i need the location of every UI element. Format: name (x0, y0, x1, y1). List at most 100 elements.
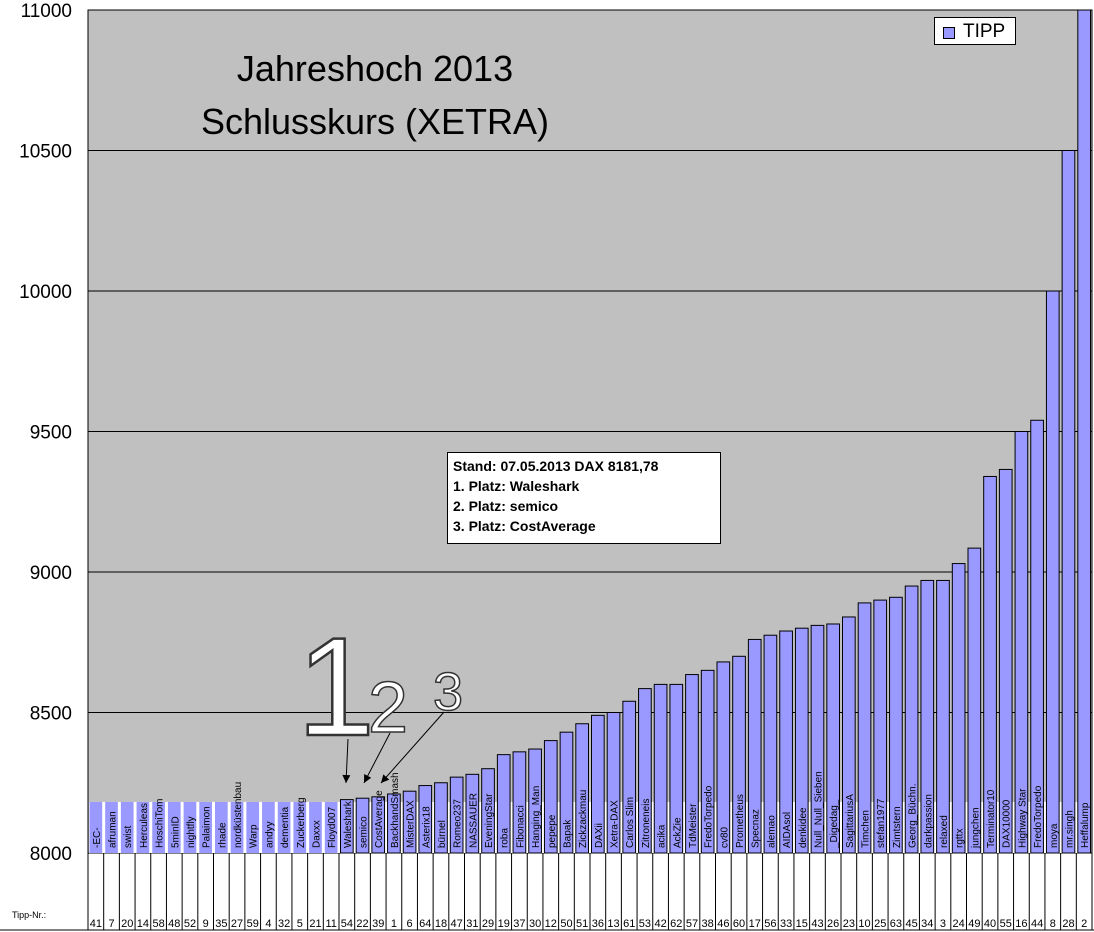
bar (669, 683, 684, 854)
legend-swatch (943, 27, 955, 39)
tipp-nr-cell: 23 (843, 918, 855, 930)
category-label: Floyd007 (327, 806, 338, 848)
bar (1014, 431, 1029, 854)
category-label: BackhandSmash (390, 772, 401, 848)
tipp-nr-cell: 30 (529, 918, 541, 930)
bar (951, 563, 966, 854)
category-label: Fibonacci (515, 805, 526, 848)
standings-second: 2. Platz: semico (453, 498, 559, 514)
bar (810, 624, 825, 854)
bar (215, 801, 228, 853)
standings-third: 3. Platz: CostAverage (453, 518, 596, 534)
bar (622, 700, 637, 854)
category-label: acika (657, 824, 668, 848)
podium-arrowhead (364, 774, 372, 783)
legend-label: TIPP (963, 21, 1006, 42)
bar (700, 669, 715, 854)
category-label: AIDAsol (782, 812, 793, 848)
category-label: Herculeas (139, 803, 150, 848)
bar (183, 801, 197, 853)
tipp-nr-cell: 48 (168, 918, 180, 930)
bar (89, 801, 103, 853)
category-label: jungchen (970, 807, 981, 849)
tipp-nr-cell: 32 (278, 918, 290, 930)
category-label: Waleshark (343, 800, 354, 848)
category-label: Daxxx (311, 820, 322, 848)
category-label: dementia (280, 806, 291, 848)
tipp-nr-cell: 33 (780, 918, 792, 930)
tipp-nr-cell: 1 (391, 918, 397, 930)
bar (842, 616, 856, 854)
bar (685, 674, 699, 854)
bar (638, 688, 652, 854)
tipp-nr-cell: 37 (513, 918, 525, 930)
y-tick-label: 9000 (30, 563, 72, 584)
bar (340, 799, 354, 854)
category-label: Warp (249, 824, 260, 848)
category-label: Carlos Slim (625, 797, 636, 848)
category-label: Terminator10 (986, 789, 997, 848)
bar (857, 602, 872, 854)
tipp-nr-cell: 51 (576, 918, 588, 930)
category-label: CostAverage (374, 790, 385, 848)
tipp-nr-cell: 60 (733, 918, 745, 930)
tipp-nr-cell: 49 (968, 918, 980, 930)
category-label: denkidee (798, 807, 809, 848)
category-label: Zimtstern (892, 806, 903, 848)
tipp-nr-cell: 20 (121, 918, 133, 930)
bar (324, 801, 338, 853)
category-label: Bapak (562, 819, 573, 848)
category-label: FredoTorpedo (704, 785, 715, 848)
chart-title-line-2: Schlusskurs (XETRA) (200, 101, 550, 142)
podium-number-1: 1 (297, 608, 375, 765)
tipp-nr-cell: 50 (560, 918, 572, 930)
category-label: Georg_Büchn. (908, 784, 919, 849)
tipp-nr-cell: 5 (297, 918, 303, 930)
category-label: Timchen (861, 810, 872, 848)
category-label: stefan1977 (876, 798, 887, 848)
y-tick-label: 9500 (30, 423, 72, 444)
category-label: EveningStar (484, 793, 495, 848)
bar (355, 797, 370, 854)
category-label: Specnaz (751, 809, 762, 848)
category-label: _Digedag_ (829, 799, 840, 849)
tipp-nr-cell: 43 (811, 918, 823, 930)
category-label: Prometheus (735, 794, 746, 848)
tipp-nr-cell: 10 (858, 918, 870, 930)
category-label: Palaimon (202, 806, 213, 848)
bar (747, 638, 762, 854)
tipp-nr-cell: 9 (203, 918, 209, 930)
category-label: Zickzackmau (578, 790, 589, 848)
bar (105, 801, 118, 853)
tipp-nr-cell: 56 (764, 918, 776, 930)
tipp-nr-cell: 29 (482, 918, 494, 930)
bar (262, 801, 275, 853)
tipp-nr-cell: 53 (639, 918, 651, 930)
bar (1061, 150, 1076, 854)
tipp-nr-cell: 4 (265, 918, 271, 930)
tipp-nr-cell: 19 (498, 918, 510, 930)
category-label: rgttx (955, 829, 966, 848)
category-label: Zitroneneis (641, 799, 652, 848)
tipp-nr-cell: 40 (984, 918, 996, 930)
standings-box: Stand: 07.05.2013 DAX 8181,78 1. Platz: … (447, 452, 721, 544)
category-label: SagittariusA (845, 794, 856, 848)
podium-arrow (380, 711, 445, 784)
bar (653, 683, 668, 854)
bar (873, 599, 888, 854)
tipp-nr-cell: 13 (607, 918, 619, 930)
bar (496, 754, 511, 854)
category-label: NASSAUER (468, 793, 479, 848)
tipp-nr-cell: 21 (309, 918, 321, 930)
bar (936, 579, 950, 854)
bar (794, 627, 809, 854)
tipp-nr-cell: 46 (717, 918, 729, 930)
bar (246, 801, 260, 853)
podium-number-2: 2 (368, 668, 408, 748)
category-label: Heffalump (1080, 802, 1091, 848)
tipp-nr-cell: 58 (152, 918, 164, 930)
tipp-nr-cell: 16 (1015, 918, 1027, 930)
bar (716, 661, 731, 854)
y-tick-label: 10000 (19, 282, 72, 303)
